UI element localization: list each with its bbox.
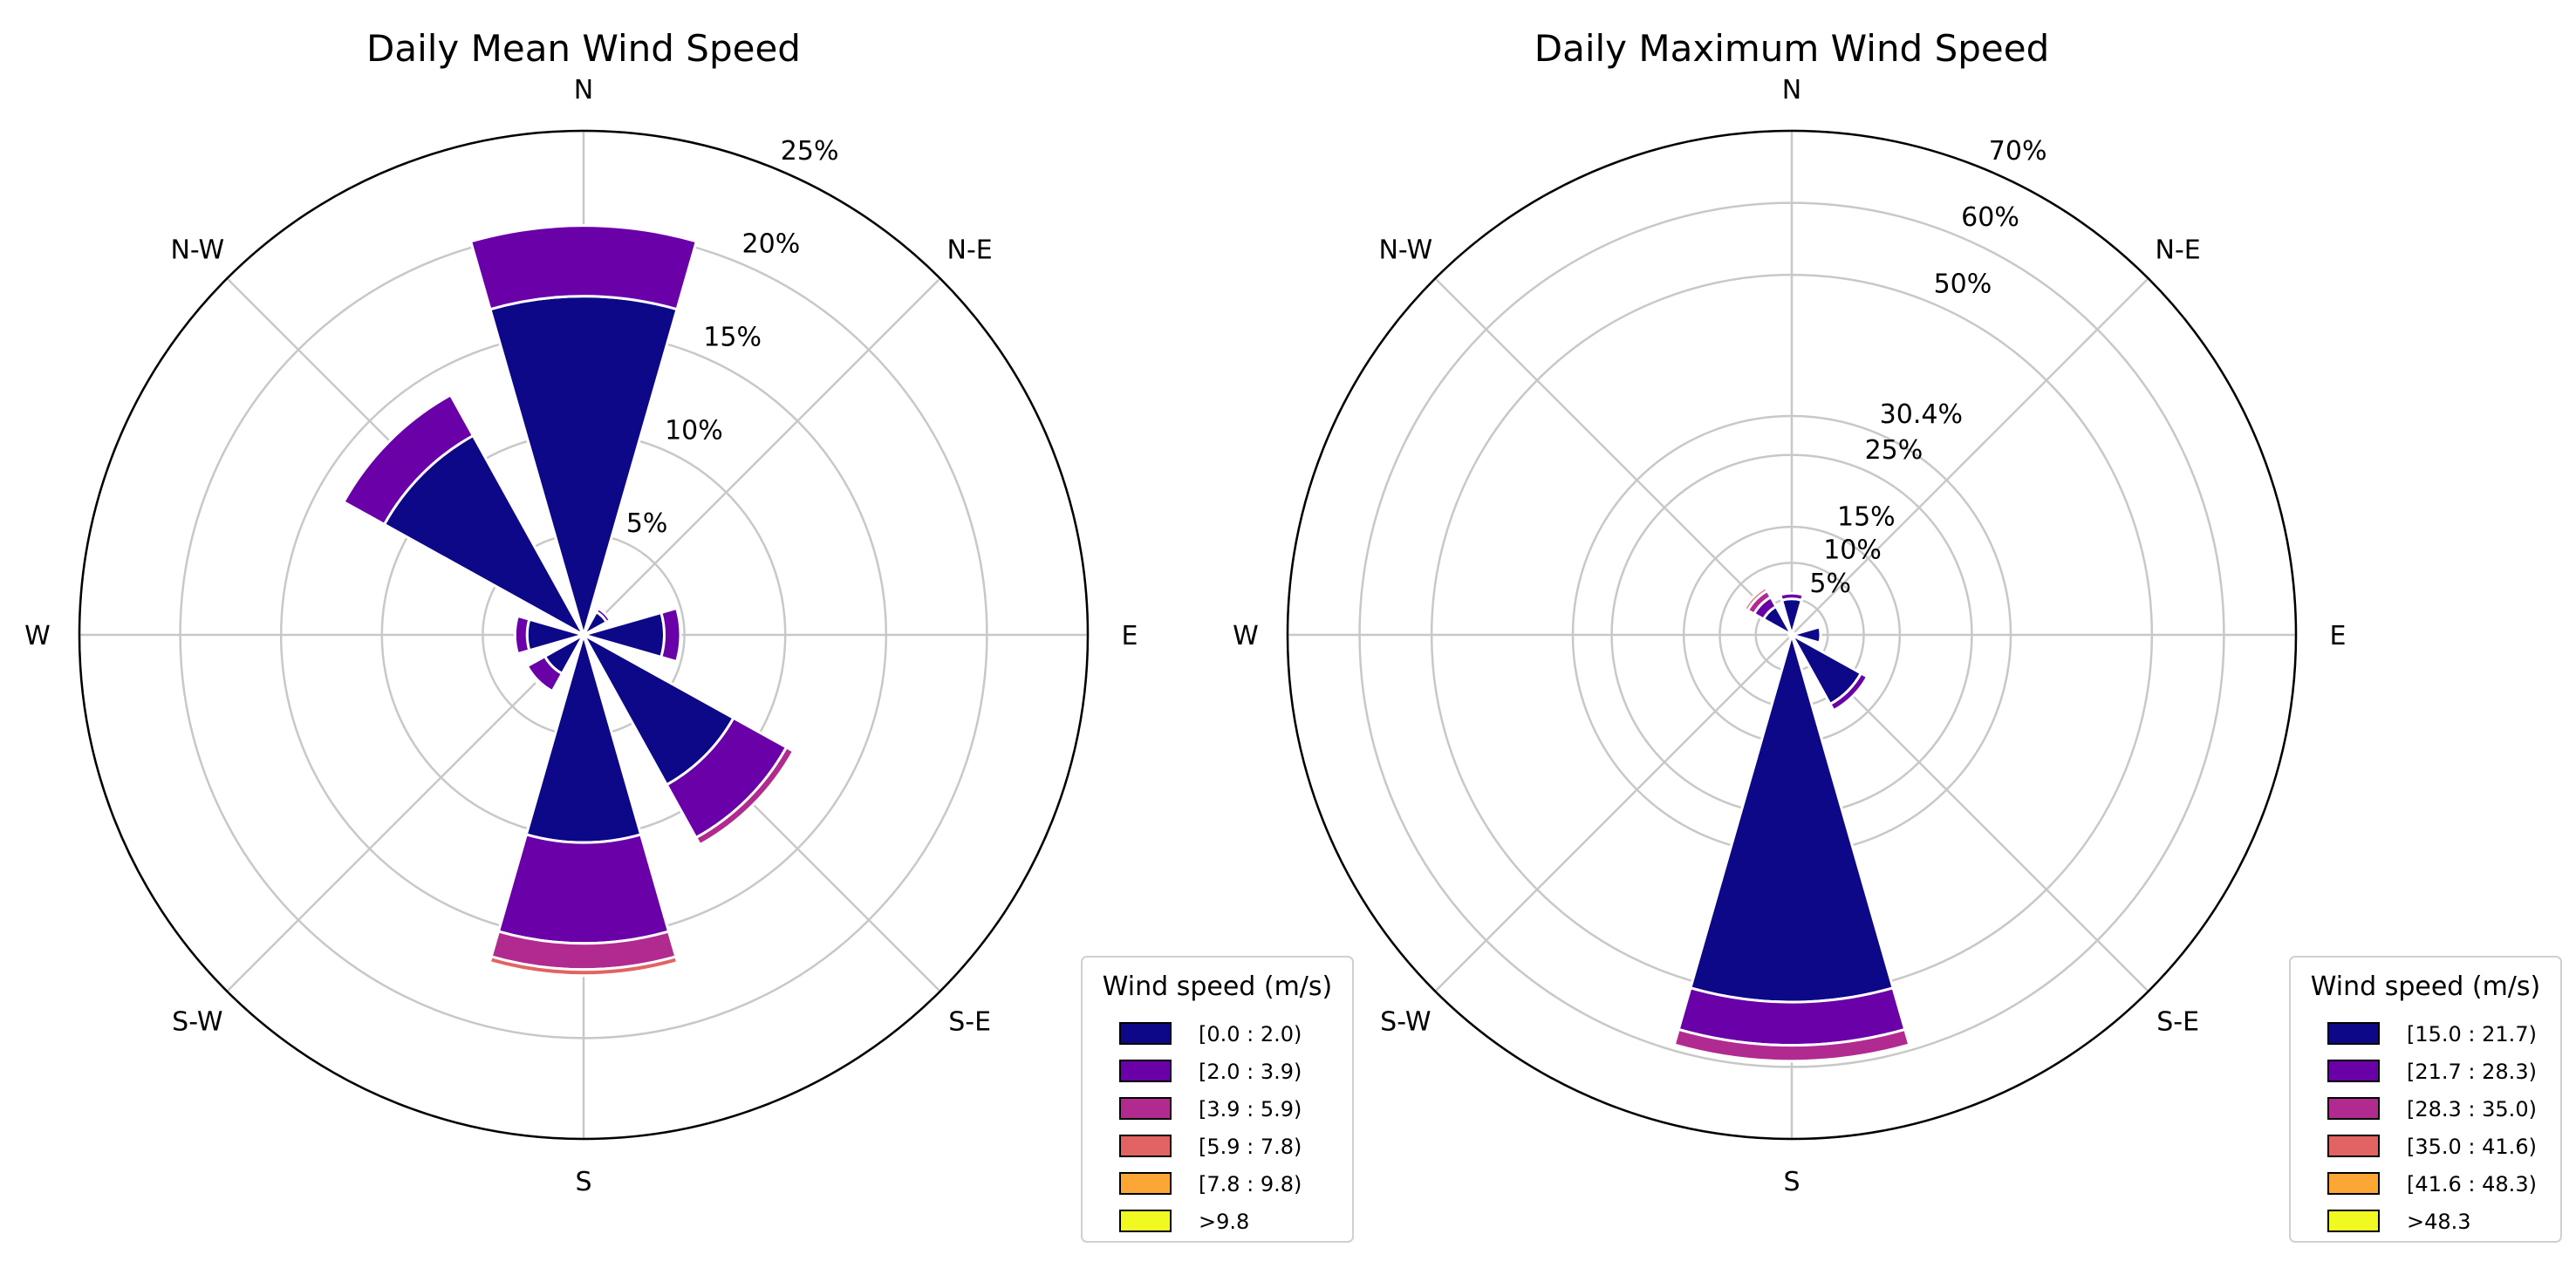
outer-frame [1286,129,2298,1141]
wind-sector-s-bin-2 [1672,1027,1911,1063]
windrose-mean-chart: Daily Mean Wind Speed N N-E E S-E S S-W W N-W 5% 1… [24,27,1354,1243]
legend-swatch [2327,1097,2380,1120]
legend-swatch [1119,1097,1172,1120]
wind-sector-s-bin-1 [496,833,671,945]
windrose-max-chart: Daily Maximum Wind Speed N N-E E S-E S S-W W N-W… [1233,27,2562,1243]
legend-swatch [1119,1060,1172,1082]
wind-sector-s-w-bin-2 [523,664,555,695]
spoke-line [226,634,584,992]
legend-swatch [2327,1135,2380,1157]
legend-swatch [1119,1172,1172,1195]
windrose-max-panel: Daily Maximum Wind Speed N N-E E S-E S S-W W N-W… [1208,0,2562,1268]
wind-sector-s-bin-0 [1689,630,1895,1004]
legend-swatch [2327,1022,2380,1045]
spoke-line [1434,634,1793,992]
direction-label-s-e: S-E [948,1007,991,1038]
wind-sector-n-bin-1 [468,224,699,311]
legend-swatch [1119,1135,1172,1157]
radial-tick-label: 25% [1865,435,1923,466]
direction-label-n-e: N-E [2156,235,2201,265]
direction-label-s: S [1783,1167,1800,1197]
radial-tick-label: 60% [1961,202,2019,233]
direction-label-e: E [1122,621,1138,651]
legend-label: [15.0 : 21.7) [2407,1022,2537,1046]
legend-label: [5.9 : 7.8) [1199,1135,1302,1159]
legend-label: >9.8 [1199,1210,1249,1234]
legend-label: [28.3 : 35.0) [2407,1097,2537,1121]
direction-label-e: E [2330,621,2347,651]
radial-tick-labels: 5%10%15% 25% 30.4% 50% 60% 70% [1809,136,2046,599]
radial-tick-label: 5% [626,508,668,539]
radial-tick-label: 15% [703,323,762,353]
legend-swatch [2327,1210,2380,1232]
direction-label-s-e: S-E [2156,1007,2199,1038]
legend-label: [35.0 : 41.6) [2407,1135,2537,1159]
wind-sector-e-bin-0 [1787,625,1822,644]
direction-labels: N N-E E S-E S S-W W N-W [24,75,1138,1197]
direction-label-n-w: N-W [1378,235,1432,265]
legend-label: [7.8 : 9.8) [1199,1172,1302,1196]
direction-labels: N N-E E S-E S S-W W N-W [1233,75,2346,1197]
legend-swatch [1119,1022,1172,1045]
wind-sector-n-w-bin-1 [341,392,475,527]
direction-label-n-e: N-E [947,235,993,265]
radial-tick-label: 20% [742,229,801,260]
legend-title: Wind speed (m/s) [1103,971,1332,1002]
wind-sector-s-e-bin-2 [694,745,796,847]
outer-frame [78,129,1090,1141]
radial-tick-label: 70% [1989,136,2047,167]
radial-tick-labels: 5% 10% 15% 20% 25% [626,136,839,539]
direction-label-n: N [574,75,593,106]
legend-swatch [2327,1172,2380,1195]
legend-swatch [2327,1060,2380,1082]
spoke-line [583,277,941,636]
direction-label-n: N [1782,75,1801,106]
wind-sector-w-bin-1 [513,614,531,656]
spoke-line [1434,277,1793,636]
legend-label: [3.9 : 5.9) [1199,1097,1302,1121]
radial-tick-label: 10% [1823,535,1882,566]
wind-sectors [341,224,796,978]
legend-label: [0.0 : 2.0) [1199,1022,1302,1046]
legend-label: [21.7 : 28.3) [2407,1060,2537,1084]
direction-label-w: W [24,621,51,651]
chart-title: Daily Mean Wind Speed [366,27,801,70]
direction-label-s-w: S-W [172,1007,222,1038]
wind-sector-s-e-bin-1 [1828,671,1869,712]
legend-label: >48.3 [2407,1210,2471,1234]
radial-tick-label: 30.4% [1880,399,1963,430]
legend-title: Wind speed (m/s) [2311,971,2540,1002]
wind-sector-e-bin-1 [659,606,682,664]
radial-tick-label: 5% [1809,569,1851,599]
direction-label-w: W [1233,621,1259,651]
chart-title: Daily Maximum Wind Speed [1534,27,2049,70]
spoke-line [1791,277,2149,636]
wind-sector-n-e-bin-1 [594,606,612,624]
radial-tick-label: 10% [665,415,723,446]
wind-sectors [1672,585,1911,1063]
direction-label-n-w: N-W [170,235,224,265]
radial-tick-label: 25% [781,136,839,167]
radial-tick-label: 15% [1837,501,1896,532]
direction-label-s: S [575,1167,591,1197]
legend: Wind speed (m/s) [15.0 : 21.7) [21.7 : 28.… [2289,956,2562,1243]
radial-tick-label: 50% [1934,269,1992,299]
legend-label: [41.6 : 48.3) [2407,1172,2537,1196]
wind-sector-n-bin-1 [1778,591,1806,603]
wind-sector-n-w-bin-3 [1742,585,1770,613]
legend-label: [2.0 : 3.9) [1199,1060,1302,1084]
direction-label-s-w: S-W [1380,1007,1431,1038]
wind-sector-s-bin-3 [488,955,680,978]
windrose-mean-panel: Daily Mean Wind Speed N N-E E S-E S S-W W N-W 5% 1… [24,27,1354,1243]
legend: Wind speed (m/s) [0.0 : 2.0) [2.0 : 3.9) [3… [1081,956,1354,1243]
legend-swatch [1119,1210,1172,1232]
